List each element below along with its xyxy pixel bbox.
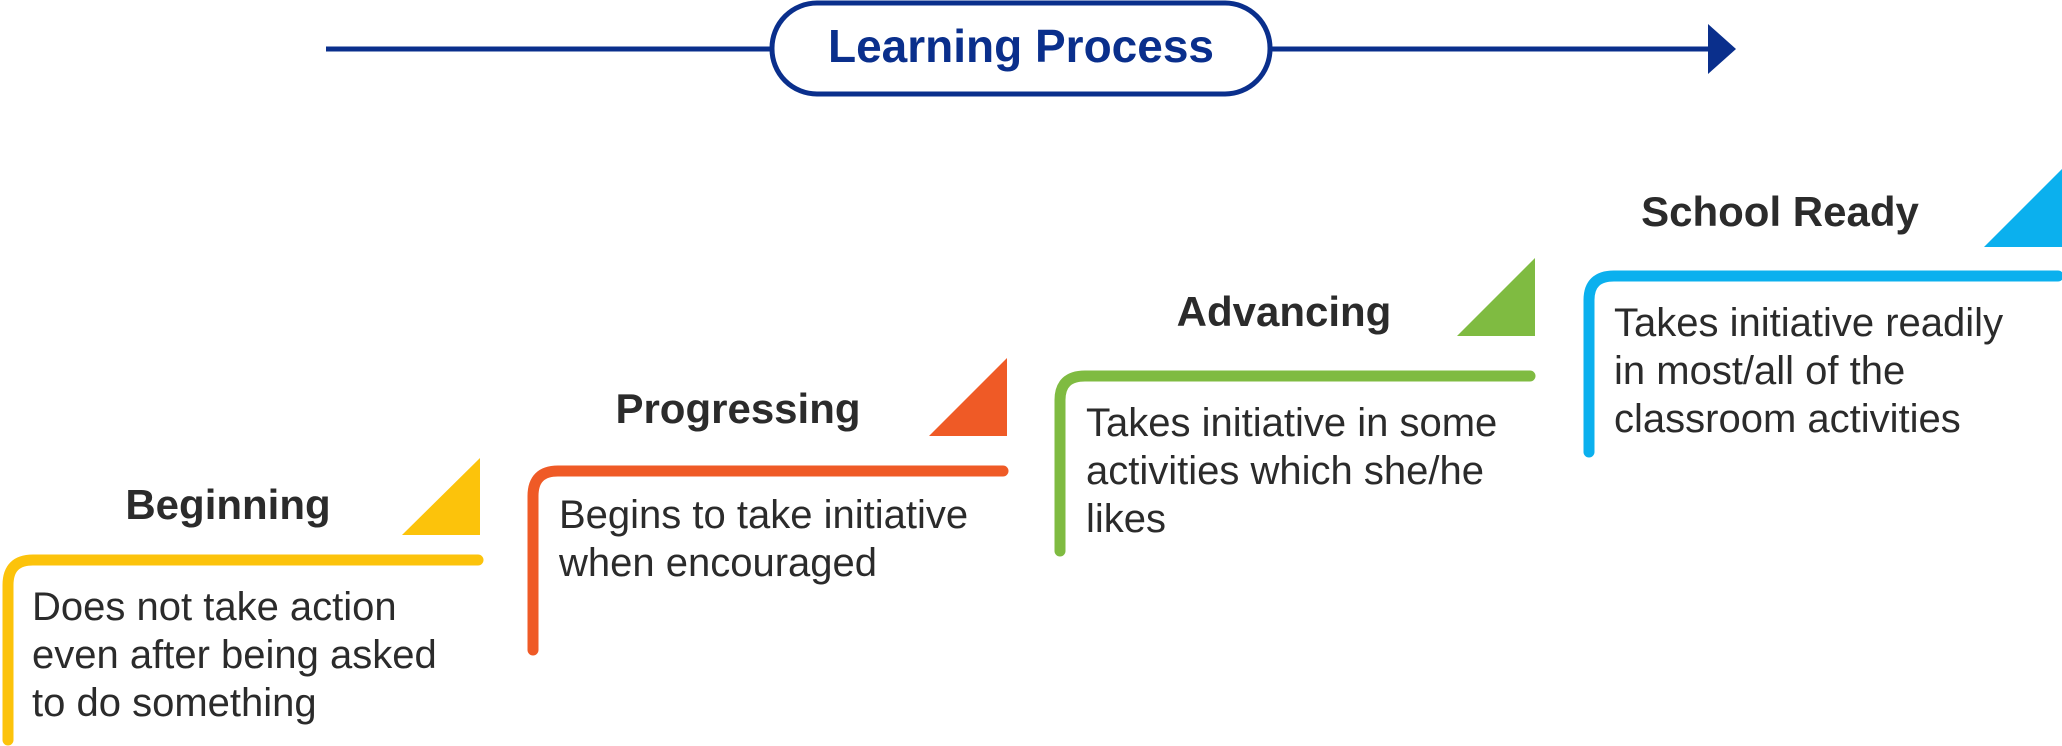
triangle-icon xyxy=(402,458,480,535)
description-line: to do something xyxy=(32,681,317,725)
stage-description-beginning: Does not take action even after being as… xyxy=(32,585,448,725)
title-pill xyxy=(769,0,1273,97)
description-line: Takes initiative readily xyxy=(1614,301,2003,345)
learning-process-arrow: Learning Process xyxy=(326,0,1736,97)
stage-title-school-ready: School Ready xyxy=(1641,188,1919,235)
page-title: Learning Process xyxy=(828,20,1214,72)
description-line: activities which she/he xyxy=(1086,449,1484,493)
triangle-icon xyxy=(929,358,1007,436)
description-line: Does not take action xyxy=(32,585,397,629)
stage-description-progressing: Begins to take initiative when encourage… xyxy=(558,493,979,585)
description-line: in most/all of the xyxy=(1614,349,1905,393)
stage-title-advancing: Advancing xyxy=(1177,288,1392,335)
stage-description-advancing: Takes initiative in some activities whic… xyxy=(1086,401,1508,541)
stage-bracket-school-ready xyxy=(1583,270,2062,458)
description-line: likes xyxy=(1086,497,1166,541)
triangle-icon xyxy=(1457,258,1535,336)
stage-bracket-progressing xyxy=(527,465,1009,656)
description-line: even after being asked xyxy=(32,633,437,677)
description-line: Begins to take initiative xyxy=(559,493,968,537)
stage-progressing: Progressing Begins to take initiative wh… xyxy=(527,358,1009,656)
stage-advancing: Advancing Takes initiative in some activ… xyxy=(1054,258,1536,557)
stage-title-beginning: Beginning xyxy=(125,481,330,528)
stage-title-progressing: Progressing xyxy=(615,385,860,432)
stage-bracket-advancing xyxy=(1054,370,1536,557)
arrow-head xyxy=(1708,24,1736,74)
stage-beginning: Beginning Does not take action even afte… xyxy=(2,458,484,746)
description-line: classroom activities xyxy=(1614,397,1961,441)
description-line: when encouraged xyxy=(558,541,877,585)
description-line: Takes initiative in some xyxy=(1086,401,1497,445)
triangle-icon xyxy=(1984,169,2062,247)
stage-description-school-ready: Takes initiative readily in most/all of … xyxy=(1614,301,2014,441)
stage-school-ready: School Ready Takes initiative readily in… xyxy=(1583,169,2062,458)
stage-bracket-beginning xyxy=(2,554,484,746)
